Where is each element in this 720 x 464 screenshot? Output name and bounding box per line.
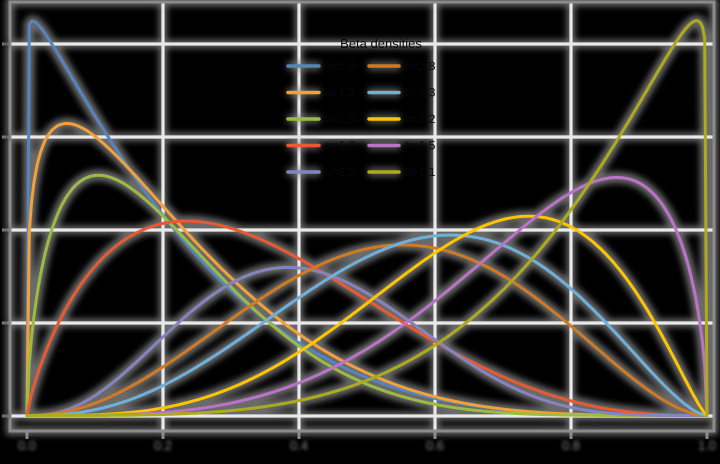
svg-text:2: 2 bbox=[2, 222, 9, 237]
svg-text:b=2.2: b=2.2 bbox=[405, 112, 436, 126]
svg-text:a=2.3: a=2.3 bbox=[325, 165, 356, 179]
svg-text:a=1.8: a=1.8 bbox=[325, 139, 356, 153]
svg-text:b=1.5: b=1.5 bbox=[405, 139, 436, 153]
svg-text:b=2.3: b=2.3 bbox=[405, 86, 436, 100]
svg-text:a=1.5: a=1.5 bbox=[325, 112, 356, 126]
svg-text:0.2: 0.2 bbox=[154, 438, 172, 453]
svg-text:b=2.8: b=2.8 bbox=[405, 59, 436, 73]
svg-text:1: 1 bbox=[2, 315, 9, 330]
svg-text:3: 3 bbox=[2, 129, 9, 144]
svg-text:0.6: 0.6 bbox=[426, 438, 444, 453]
svg-text:4: 4 bbox=[2, 36, 9, 51]
svg-text:0.8: 0.8 bbox=[562, 438, 580, 453]
svg-text:1.0: 1.0 bbox=[698, 438, 716, 453]
svg-text:0.0: 0.0 bbox=[18, 438, 36, 453]
svg-text:0.4: 0.4 bbox=[290, 438, 308, 453]
svg-text:a=1.2: a=1.2 bbox=[325, 86, 356, 100]
svg-text:b=1.1: b=1.1 bbox=[405, 165, 436, 179]
svg-text:0: 0 bbox=[2, 408, 9, 423]
svg-text:Beta densities: Beta densities bbox=[340, 36, 422, 51]
svg-text:a=1.0: a=1.0 bbox=[325, 59, 356, 73]
